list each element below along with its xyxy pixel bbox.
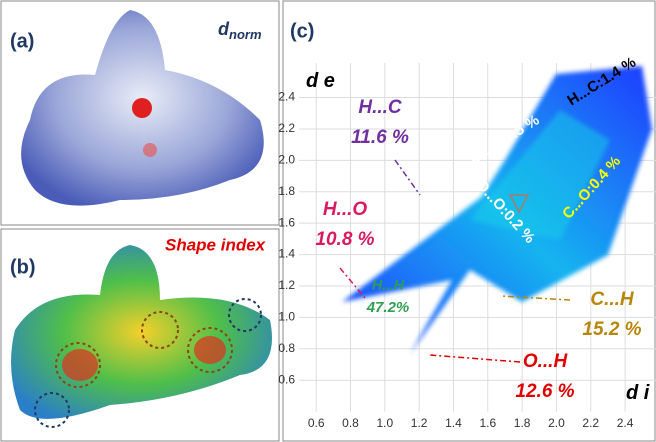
y-tick-label: 1.0 [278,310,295,324]
axis-label-subscript: e [324,70,335,92]
panel-title: Shape index [165,235,267,254]
circle-marker [228,298,262,332]
axis-label-subscript: i [644,382,650,404]
panel-title: dnorm [218,19,262,43]
y-tick-label: 2.0 [278,153,295,167]
triangle-marker [508,194,530,215]
red-spot [143,143,157,157]
y-tick-label: 1.4 [278,247,295,261]
red-patch [62,349,98,381]
annotation-name: H...C [358,97,402,118]
panel-label: (a) [10,30,34,52]
panel-label: (b) [10,256,36,278]
x-tick-label: 0.6 [308,416,325,430]
circle-marker [187,327,233,373]
y-tick-label: 2.4 [278,90,295,104]
panel-label: (c) [290,20,314,42]
annotation-name: O...H [523,351,569,372]
y-tick-label: 1.2 [278,278,295,292]
title-subscript: norm [229,27,262,42]
arrow [339,267,366,299]
annotation-value: 15.2 % [582,319,641,340]
y-tick-label: 0.6 [278,372,295,386]
x-tick-label: 1.6 [479,416,496,430]
annotation-name: H...H [372,277,405,293]
x-tick-label: 2.2 [582,416,599,430]
circle-marker [55,342,101,388]
x-tick-label: 1.4 [445,416,462,430]
annotation-value: 12.6 % [515,381,574,402]
red-spot [132,98,152,118]
y-tick-label: 1.8 [278,184,295,198]
arrow [499,295,571,301]
annotation-name: C...H [590,289,635,310]
red-patch [194,336,226,364]
annotation-value: 10.8 % [315,229,374,250]
annotation-value: 47.2% [366,299,410,316]
x-tick-label: 0.8 [342,416,359,430]
annotation-value: 11.6 % [351,127,409,148]
y-tick-label: 1.6 [278,215,295,229]
x-tick-label: 1.2 [411,416,428,430]
fingerprint-core [470,110,610,240]
y-tick-label: 0.8 [278,341,295,355]
y-tick-label: 2.2 [278,121,295,135]
circle-marker [141,311,179,349]
x-tick-label: 2.4 [617,416,634,430]
arrows [339,159,571,363]
x-axis-label: d i [626,382,650,404]
arrow [429,354,521,363]
title-text: d [218,19,230,39]
circle-marker [34,392,70,428]
x-tick-label: 1.0 [376,416,393,430]
annotation-name: H...O [323,199,368,220]
x-tick-label: 1.8 [514,416,531,430]
y-axis-label: d e [306,70,335,92]
axis-label-text: d [626,382,639,404]
axis-label-text: d [306,70,319,92]
x-tick-label: 2.0 [548,416,565,430]
